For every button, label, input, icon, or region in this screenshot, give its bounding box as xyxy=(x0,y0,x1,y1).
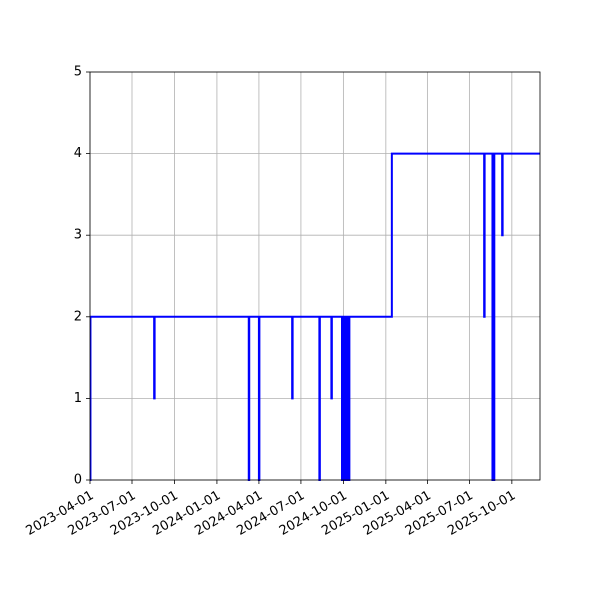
y-tick-label: 4 xyxy=(74,146,82,161)
y-tick-label: 3 xyxy=(74,228,82,243)
y-tick-label: 5 xyxy=(74,65,82,80)
y-tick-label: 2 xyxy=(74,309,82,324)
axes-frame xyxy=(89,71,541,481)
y-tick-label: 1 xyxy=(74,391,82,406)
y-tick-label: 0 xyxy=(74,473,82,488)
